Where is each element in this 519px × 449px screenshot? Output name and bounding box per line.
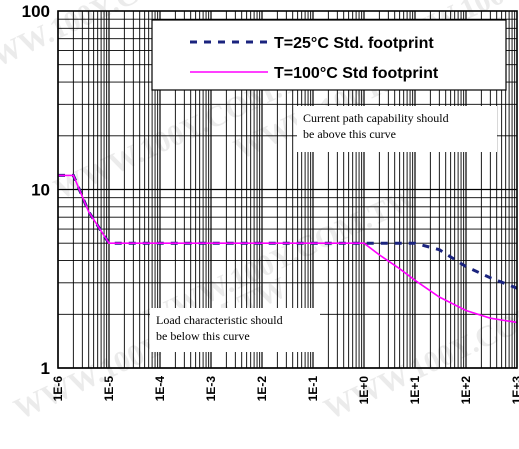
annotation-text: Current path capability should <box>303 111 449 125</box>
x-tick-label: 1E-3 <box>204 376 218 402</box>
x-tick-label: 1E-2 <box>255 376 269 402</box>
series-line-2 <box>58 174 518 324</box>
annotation-box <box>150 308 320 352</box>
x-tick-label: 1E+1 <box>408 376 422 405</box>
legend-box <box>151 19 507 91</box>
annotation-text: be above this curve <box>303 127 396 141</box>
annotation-2: Load characteristic should be below this … <box>150 308 320 352</box>
tick-labels: 1 10 100 1E-6 1E-5 1E-4 1E-3 1E-2 1E-1 1E+0 1E+1 1E… <box>22 2 519 404</box>
x-tick-label: 1E-6 <box>51 376 65 402</box>
y-tick-label: 1 <box>41 359 50 378</box>
annotation-1: Current path capability should be above t… <box>297 106 497 152</box>
annotations: Current path capability should be above t… <box>150 106 497 352</box>
legend: T=25°C Std. footprint T=100°C Std footpri… <box>151 19 507 91</box>
series-layer <box>58 173 518 324</box>
x-tick-label: 1E-5 <box>102 376 116 402</box>
axes-layer <box>57 10 518 369</box>
y-tick-label: 100 <box>22 2 50 21</box>
x-tick-label: 1E+0 <box>357 376 371 405</box>
annotation-box <box>297 106 497 152</box>
legend-label-2: T=100°C Std footprint <box>274 65 439 82</box>
annotation-text: be below this curve <box>156 329 250 343</box>
x-tick-label: 1E+2 <box>459 376 473 405</box>
plot-frame <box>57 10 518 369</box>
x-tick-label: 1E-1 <box>306 376 320 402</box>
x-tick-label: 1E-4 <box>153 376 167 402</box>
x-tick-label: 1E+3 <box>510 376 519 405</box>
y-tick-label: 10 <box>31 181 50 200</box>
legend-label-1: T=25°C Std. footprint <box>274 35 434 52</box>
annotation-text: Load characteristic should <box>156 313 283 327</box>
